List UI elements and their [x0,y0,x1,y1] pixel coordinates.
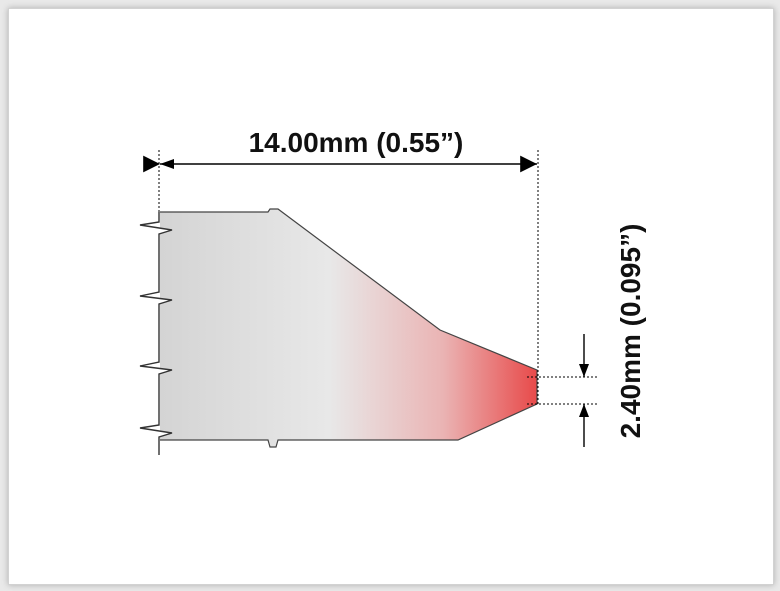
diameter-arrow-bottom [579,404,589,417]
length-arrow-left [160,159,174,169]
tip-body [160,209,537,447]
length-label: 14.00mm (0.55”) [249,127,464,158]
break-line [139,212,173,455]
diameter-arrow-top [579,364,589,377]
diameter-label: 2.40mm (0.095”) [615,224,646,439]
length-arrow-right [523,159,537,169]
